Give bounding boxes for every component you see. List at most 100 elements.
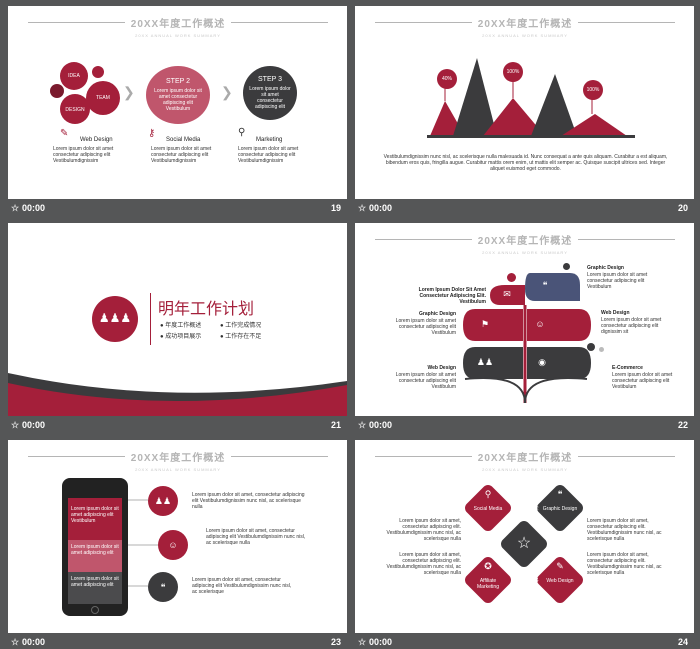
dot: [587, 343, 595, 351]
percent-badge: 100%: [503, 62, 523, 82]
header-title: 20XX年度工作概述: [124, 15, 232, 30]
header-subtitle: 20XX ANNUAL WORK SUMMARY: [135, 33, 221, 38]
tile-label: Social Media: [473, 506, 503, 512]
tile-number: 03: [457, 578, 463, 584]
slide-thumb-23[interactable]: 20XX年度工作概述 20XX ANNUAL WORK SUMMARY Lorem…: [8, 440, 347, 649]
tile-number: 04: [533, 578, 539, 584]
phone-text: Lorem ipsum dolor sit amet adipiscing el…: [71, 544, 119, 556]
pen-icon: ✎: [60, 128, 69, 139]
divider: [150, 293, 151, 345]
header-subtitle: 20XX ANNUAL WORK SUMMARY: [482, 33, 568, 38]
diamond-graphic: [465, 485, 583, 603]
phone-screen-mid: [68, 540, 122, 572]
slide-canvas: ♟♟♟ 明年工作计划 ● 年度工作概述 ● 工作完成情况 ● 成功项目展示 ● …: [8, 223, 347, 416]
slide-thumb-19[interactable]: 20XX年度工作概述 20XX ANNUAL WORK SUMMARY IDEA …: [8, 6, 347, 217]
header-subtitle: 20XX ANNUAL WORK SUMMARY: [482, 467, 568, 472]
star-icon: ☆: [11, 637, 20, 647]
key-icon: ⚷: [148, 128, 156, 139]
chat-icon: ✉: [503, 289, 511, 299]
star-icon: ☆: [358, 203, 367, 213]
dot: [92, 66, 104, 78]
dot: [50, 84, 64, 98]
bullet-3: ● 成功项目展示: [160, 334, 202, 340]
group-icon: ♟♟: [154, 496, 172, 506]
right-title: Web Design: [601, 310, 630, 316]
percent-badge: 100%: [583, 80, 603, 100]
bullet-1: ● 年度工作概述: [160, 323, 202, 329]
globe-icon: ◉: [538, 357, 546, 367]
slide-footer: ☆ 00:00 21: [11, 420, 341, 430]
slide-thumb-24[interactable]: 20XX年度工作概述 20XX ANNUAL WORK SUMMARY ☆ ⚲ ✪…: [355, 440, 694, 649]
header-title: 20XX年度工作概述: [471, 15, 579, 30]
bubble-idea: IDEA: [60, 62, 88, 90]
arrow-icon: ❯: [123, 84, 135, 100]
person-icon: ☺: [535, 319, 545, 329]
group-icon: ♟♟: [476, 357, 494, 367]
slide-canvas: 20XX年度工作概述 20XX ANNUAL WORK SUMMARY Lorem…: [8, 440, 347, 633]
step-3-circle: STEP 3 Lorem ipsum dolor sit amet consec…: [243, 66, 297, 120]
comment-icon: ❝: [542, 280, 548, 290]
bullet-2: ● 工作完成情况: [220, 323, 262, 329]
slide-header: 20XX年度工作概述 20XX ANNUAL WORK SUMMARY: [375, 231, 675, 255]
step-2-circle: STEP 2 Lorem ipsum dolor sit amet consec…: [146, 66, 210, 124]
left-title: Graphic Design: [419, 311, 456, 317]
slide-footer: ☆ 00:00 23: [11, 637, 341, 647]
tile-number: 01: [457, 506, 463, 512]
slide-footer: ☆ 00:00 20: [358, 203, 688, 213]
slide-thumb-20[interactable]: 20XX年度工作概述 20XX ANNUAL WORK SUMMARY 40% 1…: [355, 6, 694, 217]
slide-header: 20XX年度工作概述 20XX ANNUAL WORK SUMMARY: [375, 448, 675, 472]
right-title: Graphic Design: [587, 265, 624, 271]
star-icon: ☆: [11, 203, 20, 213]
leaf-graphic: [463, 273, 591, 404]
bullet-4: ● 工作存在不足: [220, 334, 262, 340]
side-text: Lorem ipsum dolor sit amet, consectetur …: [386, 552, 461, 576]
slide-footer: ☆ 00:00 19: [11, 203, 341, 213]
item-text: Lorem ipsum dolor sit amet, consectetur …: [192, 577, 292, 595]
body-text: Vestibulumdignissim nunc nisl, ac sceler…: [383, 154, 668, 172]
star-icon: ☆: [358, 420, 367, 430]
slide-header: 20XX年度工作概述 20XX ANNUAL WORK SUMMARY: [28, 448, 328, 472]
star-icon: ☆: [358, 637, 367, 647]
phone-text: Lorem ipsum dolor sit amet adipiscing el…: [71, 506, 119, 524]
slide-thumb-22[interactable]: 20XX年度工作概述 20XX ANNUAL WORK SUMMARY ✉ ❝ ⚑…: [355, 223, 694, 434]
group-icon-circle: ♟♟: [148, 486, 178, 516]
dot: [507, 273, 516, 282]
tile-label: Web Design: [546, 578, 574, 584]
slide-number: 20: [677, 203, 688, 213]
item-text: Lorem ipsum dolor sit amet consectetur a…: [238, 146, 299, 164]
bubble-team: TEAM: [86, 81, 120, 115]
percent-badge: 40%: [437, 69, 457, 89]
search-icon: ⚲: [238, 127, 246, 138]
item-text: Lorem ipsum dolor sit amet consectetur a…: [53, 146, 114, 164]
side-text: Lorem ipsum dolor sit amet, consectetur …: [386, 518, 461, 542]
team-icon: ♟♟♟: [98, 311, 132, 325]
left-text: Lorem ipsum dolor sit amet consectetur a…: [395, 318, 456, 336]
arrow-icon: ❯: [221, 84, 233, 100]
right-title: E-Commerce: [612, 365, 643, 371]
slide-header: 20XX年度工作概述 20XX ANNUAL WORK SUMMARY: [28, 14, 328, 38]
left-title: Web Design: [427, 365, 456, 371]
slide-canvas: 20XX年度工作概述 20XX ANNUAL WORK SUMMARY IDEA …: [8, 6, 347, 199]
header-subtitle: 20XX ANNUAL WORK SUMMARY: [135, 467, 221, 472]
chat-icon-circle: ❝: [148, 572, 178, 602]
slide-number: 24: [677, 637, 688, 647]
right-text: Lorem ipsum dolor sit amet consectetur a…: [612, 372, 673, 390]
left-title: Lorem Ipsum Dolor Sit Amet Consectetur A…: [418, 287, 486, 305]
right-text: Lorem ipsum dolor sit amet consectetur a…: [587, 272, 648, 290]
star-outline-icon: ☆: [516, 535, 532, 552]
phone-text: Lorem ipsum dolor sit amet adipiscing el…: [71, 576, 119, 588]
slide-header: 20XX年度工作概述 20XX ANNUAL WORK SUMMARY: [375, 14, 675, 38]
team-icon-circle: ♟♟♟: [92, 296, 138, 342]
header-title: 20XX年度工作概述: [124, 449, 232, 464]
slide-thumb-21[interactable]: ♟♟♟ 明年工作计划 ● 年度工作概述 ● 工作完成情况 ● 成功项目展示 ● …: [8, 223, 347, 434]
search-icon: ⚲: [484, 489, 492, 499]
slide-canvas: 20XX年度工作概述 20XX ANNUAL WORK SUMMARY ☆ ⚲ ✪…: [355, 440, 694, 633]
chat-icon: ❝: [557, 489, 563, 499]
slide-number: 21: [330, 420, 341, 430]
bulb-icon: ✪: [484, 561, 492, 571]
side-text: Lorem ipsum dolor sit amet, consectetur …: [587, 552, 662, 576]
item-text: Lorem ipsum dolor sit amet, consectetur …: [192, 492, 305, 510]
mountain-graphic: [427, 58, 635, 138]
slide-footer: ☆ 00:00 24: [358, 637, 688, 647]
bubble-design: DESIGN: [60, 94, 90, 124]
